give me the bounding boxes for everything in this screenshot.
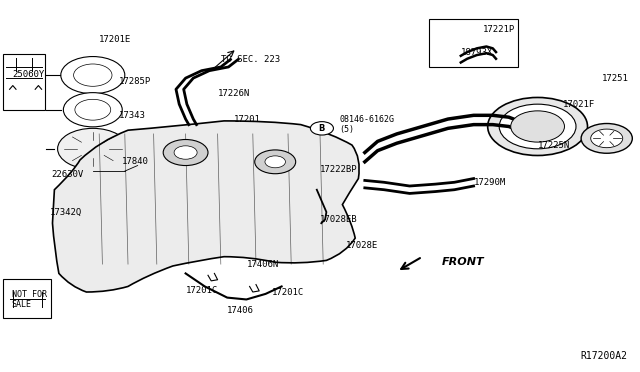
- Text: R17200A2: R17200A2: [580, 351, 627, 361]
- Text: 17226N: 17226N: [218, 89, 250, 97]
- Circle shape: [163, 140, 208, 166]
- Circle shape: [591, 129, 623, 148]
- Text: 18793X: 18793X: [461, 48, 493, 57]
- Text: 17221P: 17221P: [483, 25, 515, 34]
- Text: B: B: [319, 124, 325, 133]
- Bar: [3, 279, 51, 318]
- Circle shape: [511, 111, 564, 142]
- Bar: [429, 19, 518, 67]
- Circle shape: [58, 128, 128, 169]
- Circle shape: [174, 146, 197, 159]
- Text: NOT FOR
SALE: NOT FOR SALE: [12, 290, 47, 309]
- Text: 17343: 17343: [118, 111, 145, 120]
- Text: 17028EB: 17028EB: [320, 215, 358, 224]
- Circle shape: [255, 150, 296, 174]
- Text: 17840: 17840: [122, 157, 148, 166]
- Text: 08146-6162G
(5): 08146-6162G (5): [339, 115, 394, 134]
- Circle shape: [74, 64, 112, 86]
- Text: FRONT: FRONT: [442, 257, 484, 267]
- Text: 17201C: 17201C: [186, 286, 218, 295]
- Text: 17251: 17251: [602, 74, 628, 83]
- Text: 25060Y: 25060Y: [13, 70, 45, 79]
- Circle shape: [488, 97, 588, 155]
- Circle shape: [75, 99, 111, 120]
- Text: 17201E: 17201E: [99, 35, 131, 44]
- Text: 17222BP: 17222BP: [320, 165, 358, 174]
- Circle shape: [310, 122, 333, 135]
- Text: TO SEC. 223: TO SEC. 223: [221, 55, 280, 64]
- Text: 17342Q: 17342Q: [50, 208, 82, 217]
- Text: 17028E: 17028E: [346, 241, 378, 250]
- PathPatch shape: [52, 121, 359, 292]
- Text: 17285P: 17285P: [118, 77, 150, 86]
- Circle shape: [63, 93, 122, 127]
- Text: 17201: 17201: [234, 115, 260, 124]
- Circle shape: [61, 57, 125, 94]
- Circle shape: [581, 124, 632, 153]
- Text: 17225N: 17225N: [538, 141, 570, 150]
- Text: 17021F: 17021F: [563, 100, 595, 109]
- Text: 17201C: 17201C: [272, 288, 304, 296]
- Circle shape: [265, 156, 285, 168]
- Text: 22630V: 22630V: [51, 170, 83, 179]
- Text: 17290M: 17290M: [474, 178, 506, 187]
- Text: 17406N: 17406N: [246, 260, 278, 269]
- Text: 17406: 17406: [227, 306, 254, 315]
- Circle shape: [499, 104, 576, 149]
- Bar: [3, 54, 45, 110]
